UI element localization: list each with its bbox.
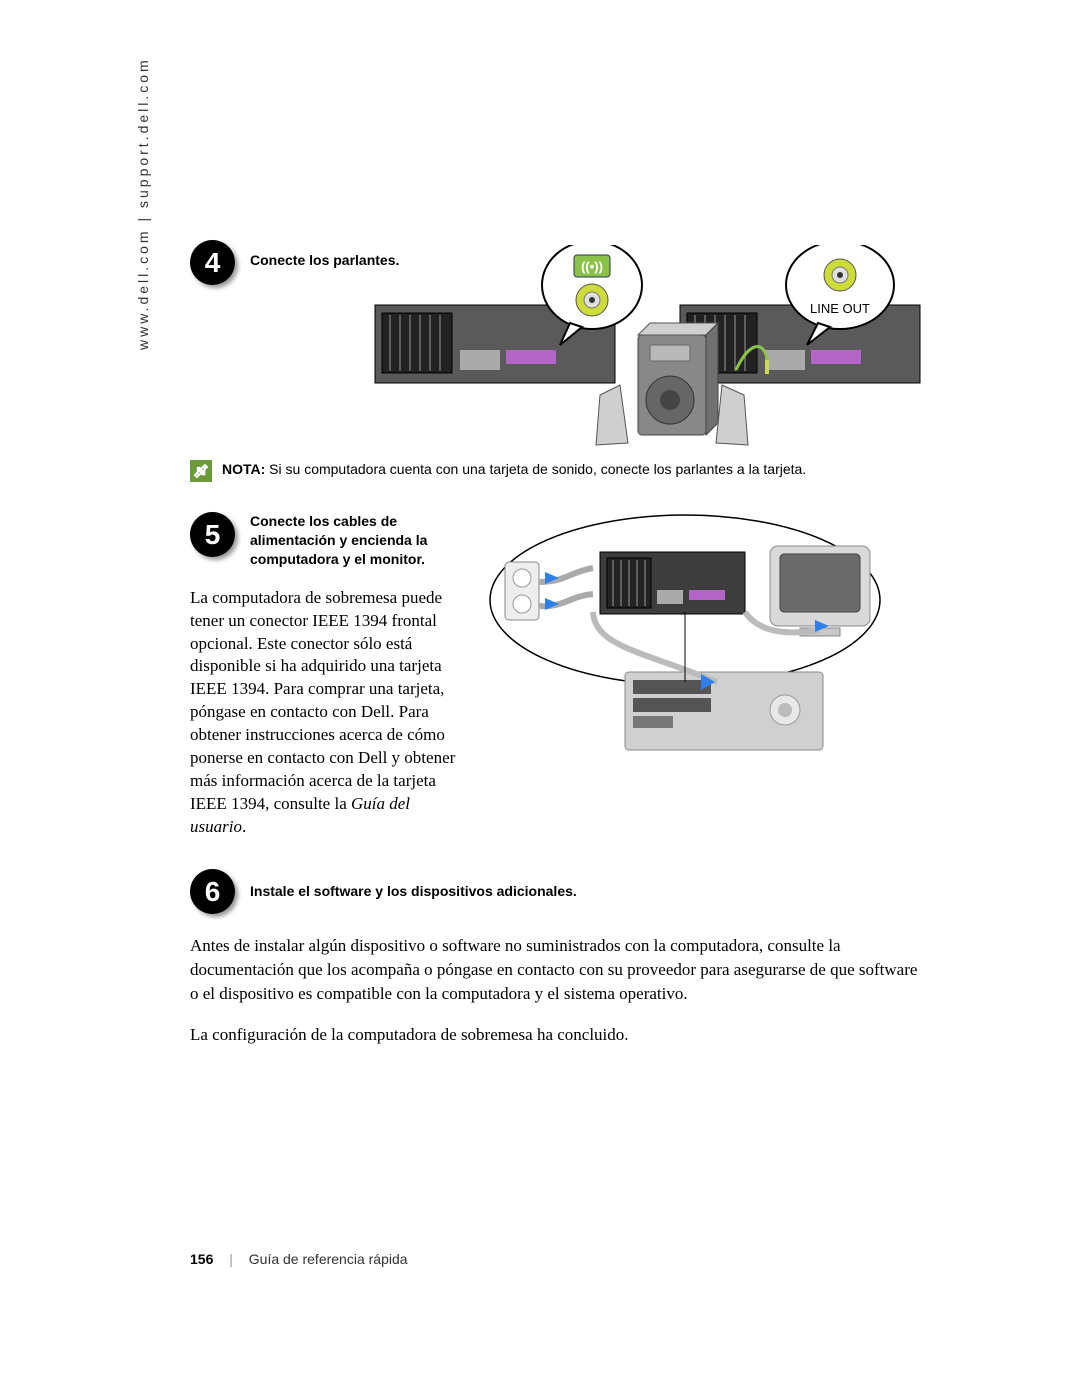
step-5: 5 Conecte los cables de alimentación y e… xyxy=(190,512,930,839)
step-5-title: Conecte los cables de alimentación y enc… xyxy=(250,512,470,569)
step-4-badge: 4 xyxy=(190,240,235,285)
note-label: NOTA: xyxy=(222,461,265,477)
step-6-p2: La configuración de la computadora de so… xyxy=(190,1023,930,1047)
side-url: www.dell.com | support.dell.com xyxy=(135,57,151,350)
note-text: NOTA: Si su computadora cuenta con una t… xyxy=(222,460,806,480)
line-out-label: LINE OUT xyxy=(810,301,870,316)
note: NOTA: Si su computadora cuenta con una t… xyxy=(190,460,930,482)
page-footer: 156 | Guía de referencia rápida xyxy=(190,1251,408,1267)
step-6-title: Instale el software y los dispositivos a… xyxy=(250,883,577,899)
step-5-body: La computadora de sobremesa puede tener … xyxy=(190,587,470,839)
note-body: Si su computadora cuenta con una tarjeta… xyxy=(265,461,806,477)
footer-separator: | xyxy=(229,1251,233,1267)
diagram-power xyxy=(485,512,885,767)
step-6: 6 Instale el software y los dispositivos… xyxy=(190,869,930,914)
page-content: 4 Conecte los parlantes. xyxy=(190,240,930,1065)
page-number: 156 xyxy=(190,1251,213,1267)
step-6-badge: 6 xyxy=(190,869,235,914)
step-5-badge: 5 xyxy=(190,512,235,557)
footer-title: Guía de referencia rápida xyxy=(249,1251,408,1267)
step-5-body-end: . xyxy=(242,817,246,836)
step-6-p1: Antes de instalar algún dispositivo o so… xyxy=(190,934,930,1005)
step-5-body-a: La computadora de sobremesa puede tener … xyxy=(190,588,455,813)
note-icon xyxy=(190,460,212,482)
diagram-speakers: ((•)) LINE OUT xyxy=(370,245,930,445)
svg-text:((•)): ((•)) xyxy=(581,259,603,274)
